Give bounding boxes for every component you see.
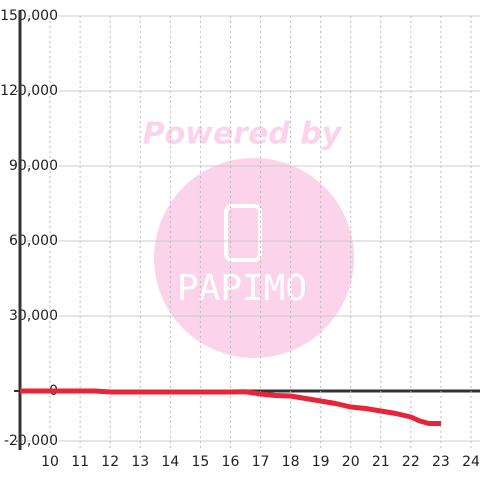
x-tick-label: 21	[372, 454, 390, 470]
watermark-logo: PAPIMO	[177, 268, 307, 309]
x-tick-label: 13	[131, 454, 149, 470]
x-tick-label: 22	[402, 454, 420, 470]
x-tick-label: 14	[161, 454, 179, 470]
watermark-title: Powered by	[143, 117, 343, 152]
x-tick-label: 20	[342, 454, 360, 470]
y-tick-label: 30,000	[9, 308, 58, 324]
x-tick-label: 19	[312, 454, 330, 470]
watermark-phone	[224, 204, 262, 262]
y-tick-label: 60,000	[9, 233, 58, 249]
x-tick-label: 12	[101, 454, 119, 470]
x-tick-label: 23	[432, 454, 450, 470]
data-line	[20, 388, 441, 426]
y-tick-label: 150,000	[0, 8, 58, 24]
y-tick-label: -20,000	[4, 433, 58, 449]
y-tick-label: 120,000	[0, 83, 58, 99]
x-tick-label: 15	[191, 454, 209, 470]
x-tick-label: 24	[462, 454, 480, 470]
x-tick-label: 18	[282, 454, 300, 470]
x-tick-label: 17	[252, 454, 270, 470]
x-tick-label: 10	[41, 454, 59, 470]
y-tick-label: 90,000	[9, 158, 58, 174]
x-tick-label: 16	[222, 454, 240, 470]
x-tick-label: 11	[71, 454, 89, 470]
